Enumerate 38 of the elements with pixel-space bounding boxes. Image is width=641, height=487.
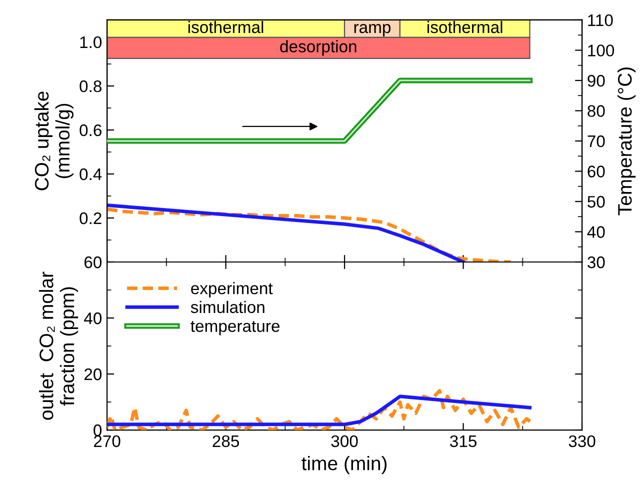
y-axis-title: CO₂ uptake (mmol/g) (34, 92, 74, 190)
x-axis-title: time (min) (302, 456, 387, 474)
band-label: isothermal (188, 20, 264, 34)
band-label: desorption (280, 40, 356, 56)
x-tick-label: 315 (450, 435, 476, 448)
y-tick-label: 1.0 (80, 36, 102, 48)
line-series (107, 389, 532, 430)
y-tick-label: 0 (94, 424, 102, 436)
y2-tick-label: 40 (587, 226, 605, 238)
y2-tick-label: 60 (588, 166, 605, 178)
legend-label: temperature (190, 321, 280, 336)
y2-axis-title: Temperature (°C) (617, 68, 636, 216)
y-tick-label: 0.4 (80, 168, 102, 180)
x-tick-label: 300 (331, 435, 358, 448)
y-axis-title: outlet CO₂ molar fraction (ppm) (39, 272, 78, 420)
legend-label: experiment (191, 282, 273, 298)
y-tick-label: 40 (84, 312, 102, 324)
y2-tick-label: 110 (588, 14, 613, 26)
y2-tick-label: 50 (588, 196, 605, 208)
y2-tick-label: 90 (588, 74, 605, 87)
y-tick-label: 60 (84, 256, 102, 268)
band-label: isothermal (428, 20, 502, 34)
y2-tick-label: 30 (588, 256, 605, 268)
x-tick-label: 270 (94, 435, 120, 448)
y-tick-label: 0.8 (80, 80, 102, 92)
line-series (107, 207, 513, 262)
band-label: ramp (354, 24, 391, 36)
x-tick-label: 330 (568, 435, 596, 448)
line-series (107, 394, 532, 426)
y2-tick-label: 80 (588, 105, 605, 117)
y-tick-label: 20 (84, 368, 102, 380)
line-series (107, 203, 466, 262)
y-tick-label: 0.6 (80, 124, 102, 136)
y2-tick-label: 100 (588, 44, 614, 56)
x-tick-label: 285 (212, 435, 239, 448)
legend-label: simulation (190, 300, 264, 314)
y-tick-label: 0.2 (80, 212, 102, 224)
y2-tick-label: 70 (588, 135, 605, 148)
